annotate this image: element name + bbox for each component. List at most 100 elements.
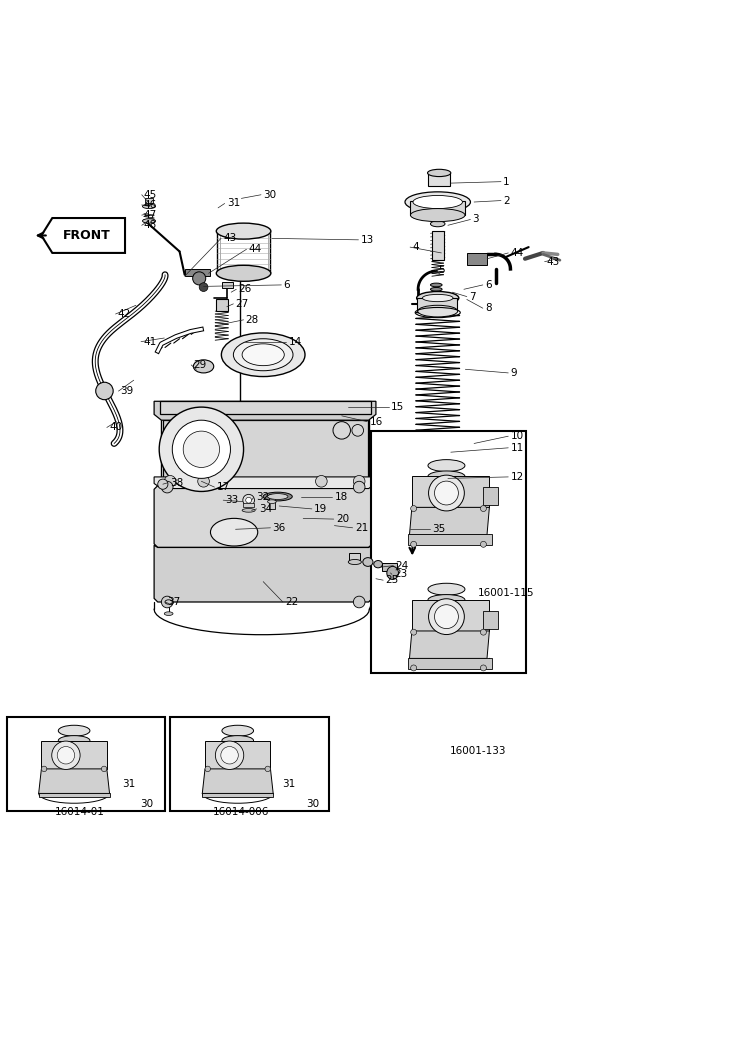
Text: MOTORPARTS: MOTORPARTS: [214, 491, 385, 511]
Polygon shape: [202, 768, 273, 793]
Text: 1: 1: [503, 176, 510, 187]
Text: 16014-006: 16014-006: [213, 807, 269, 817]
Circle shape: [429, 599, 464, 635]
Circle shape: [52, 741, 80, 769]
Circle shape: [161, 481, 173, 493]
Text: 43: 43: [547, 257, 560, 266]
Circle shape: [353, 596, 365, 608]
Text: 6: 6: [485, 280, 491, 290]
Ellipse shape: [428, 459, 465, 472]
Text: 3: 3: [472, 214, 480, 224]
Ellipse shape: [418, 305, 458, 317]
Bar: [39, 792, 110, 798]
Ellipse shape: [264, 492, 292, 501]
Text: 45: 45: [144, 190, 157, 199]
Text: 31: 31: [227, 198, 240, 209]
Ellipse shape: [431, 221, 445, 227]
Circle shape: [161, 596, 173, 608]
Ellipse shape: [210, 519, 258, 546]
Text: 15: 15: [391, 402, 404, 412]
Circle shape: [480, 505, 486, 512]
Text: 35: 35: [432, 524, 445, 535]
Text: 14: 14: [288, 336, 302, 347]
Text: 39: 39: [120, 386, 134, 396]
Circle shape: [158, 479, 168, 490]
Ellipse shape: [423, 294, 453, 302]
Polygon shape: [154, 401, 376, 420]
Ellipse shape: [58, 736, 90, 745]
Text: 9: 9: [510, 367, 517, 378]
Circle shape: [352, 425, 364, 436]
Circle shape: [315, 475, 327, 488]
Bar: [483, 488, 499, 505]
Text: 18: 18: [334, 493, 347, 502]
Circle shape: [411, 505, 417, 512]
Bar: [383, 563, 397, 571]
Ellipse shape: [222, 736, 253, 745]
Ellipse shape: [58, 726, 90, 736]
Circle shape: [198, 475, 210, 488]
Bar: [269, 495, 274, 508]
Bar: [429, 173, 450, 186]
Text: 2: 2: [503, 195, 510, 206]
Text: 22: 22: [285, 597, 299, 607]
Ellipse shape: [164, 612, 173, 616]
Text: 30: 30: [264, 190, 277, 199]
Bar: [410, 201, 464, 215]
Circle shape: [353, 481, 365, 493]
Bar: [432, 231, 444, 260]
Ellipse shape: [216, 265, 271, 281]
Polygon shape: [154, 477, 376, 489]
Circle shape: [480, 665, 486, 671]
Ellipse shape: [387, 566, 399, 579]
Text: FRONT: FRONT: [63, 229, 111, 242]
Ellipse shape: [402, 556, 413, 563]
Ellipse shape: [431, 287, 442, 291]
Text: 17: 17: [217, 482, 230, 492]
Text: 8: 8: [485, 303, 491, 313]
Text: 40: 40: [109, 423, 122, 432]
Text: 30: 30: [306, 799, 319, 809]
Text: 42: 42: [118, 309, 131, 319]
Text: 32: 32: [256, 493, 269, 502]
Polygon shape: [412, 600, 489, 631]
Text: 26: 26: [239, 284, 252, 294]
Text: 46: 46: [144, 200, 157, 210]
Bar: [349, 552, 360, 560]
Bar: [407, 658, 492, 668]
Text: 29: 29: [193, 360, 207, 370]
Text: 4: 4: [412, 242, 419, 252]
Bar: [202, 792, 273, 798]
Text: 43: 43: [223, 234, 237, 243]
Ellipse shape: [374, 561, 383, 568]
Bar: [466, 253, 487, 264]
Circle shape: [265, 766, 270, 772]
Bar: [160, 401, 371, 414]
Ellipse shape: [268, 500, 276, 503]
Circle shape: [183, 431, 220, 468]
Polygon shape: [154, 545, 372, 602]
Polygon shape: [410, 631, 489, 659]
Text: 31: 31: [122, 779, 135, 789]
Text: 10: 10: [510, 431, 523, 442]
Ellipse shape: [165, 600, 172, 604]
Polygon shape: [42, 218, 125, 253]
Text: 41: 41: [143, 336, 156, 347]
Ellipse shape: [431, 442, 445, 446]
Circle shape: [246, 497, 252, 503]
Text: 16014-01: 16014-01: [55, 807, 105, 817]
Text: 34: 34: [259, 504, 272, 514]
Text: 13: 13: [361, 235, 374, 245]
Text: 12: 12: [510, 472, 523, 482]
Circle shape: [434, 481, 458, 505]
Bar: [483, 611, 499, 628]
Polygon shape: [410, 507, 489, 535]
Text: 48: 48: [144, 220, 157, 231]
Circle shape: [215, 741, 244, 769]
Ellipse shape: [418, 437, 458, 449]
Text: 6: 6: [283, 280, 291, 290]
Polygon shape: [412, 476, 489, 507]
Text: 30: 30: [140, 799, 153, 809]
Text: 16001-133: 16001-133: [450, 746, 506, 756]
Ellipse shape: [363, 557, 373, 566]
